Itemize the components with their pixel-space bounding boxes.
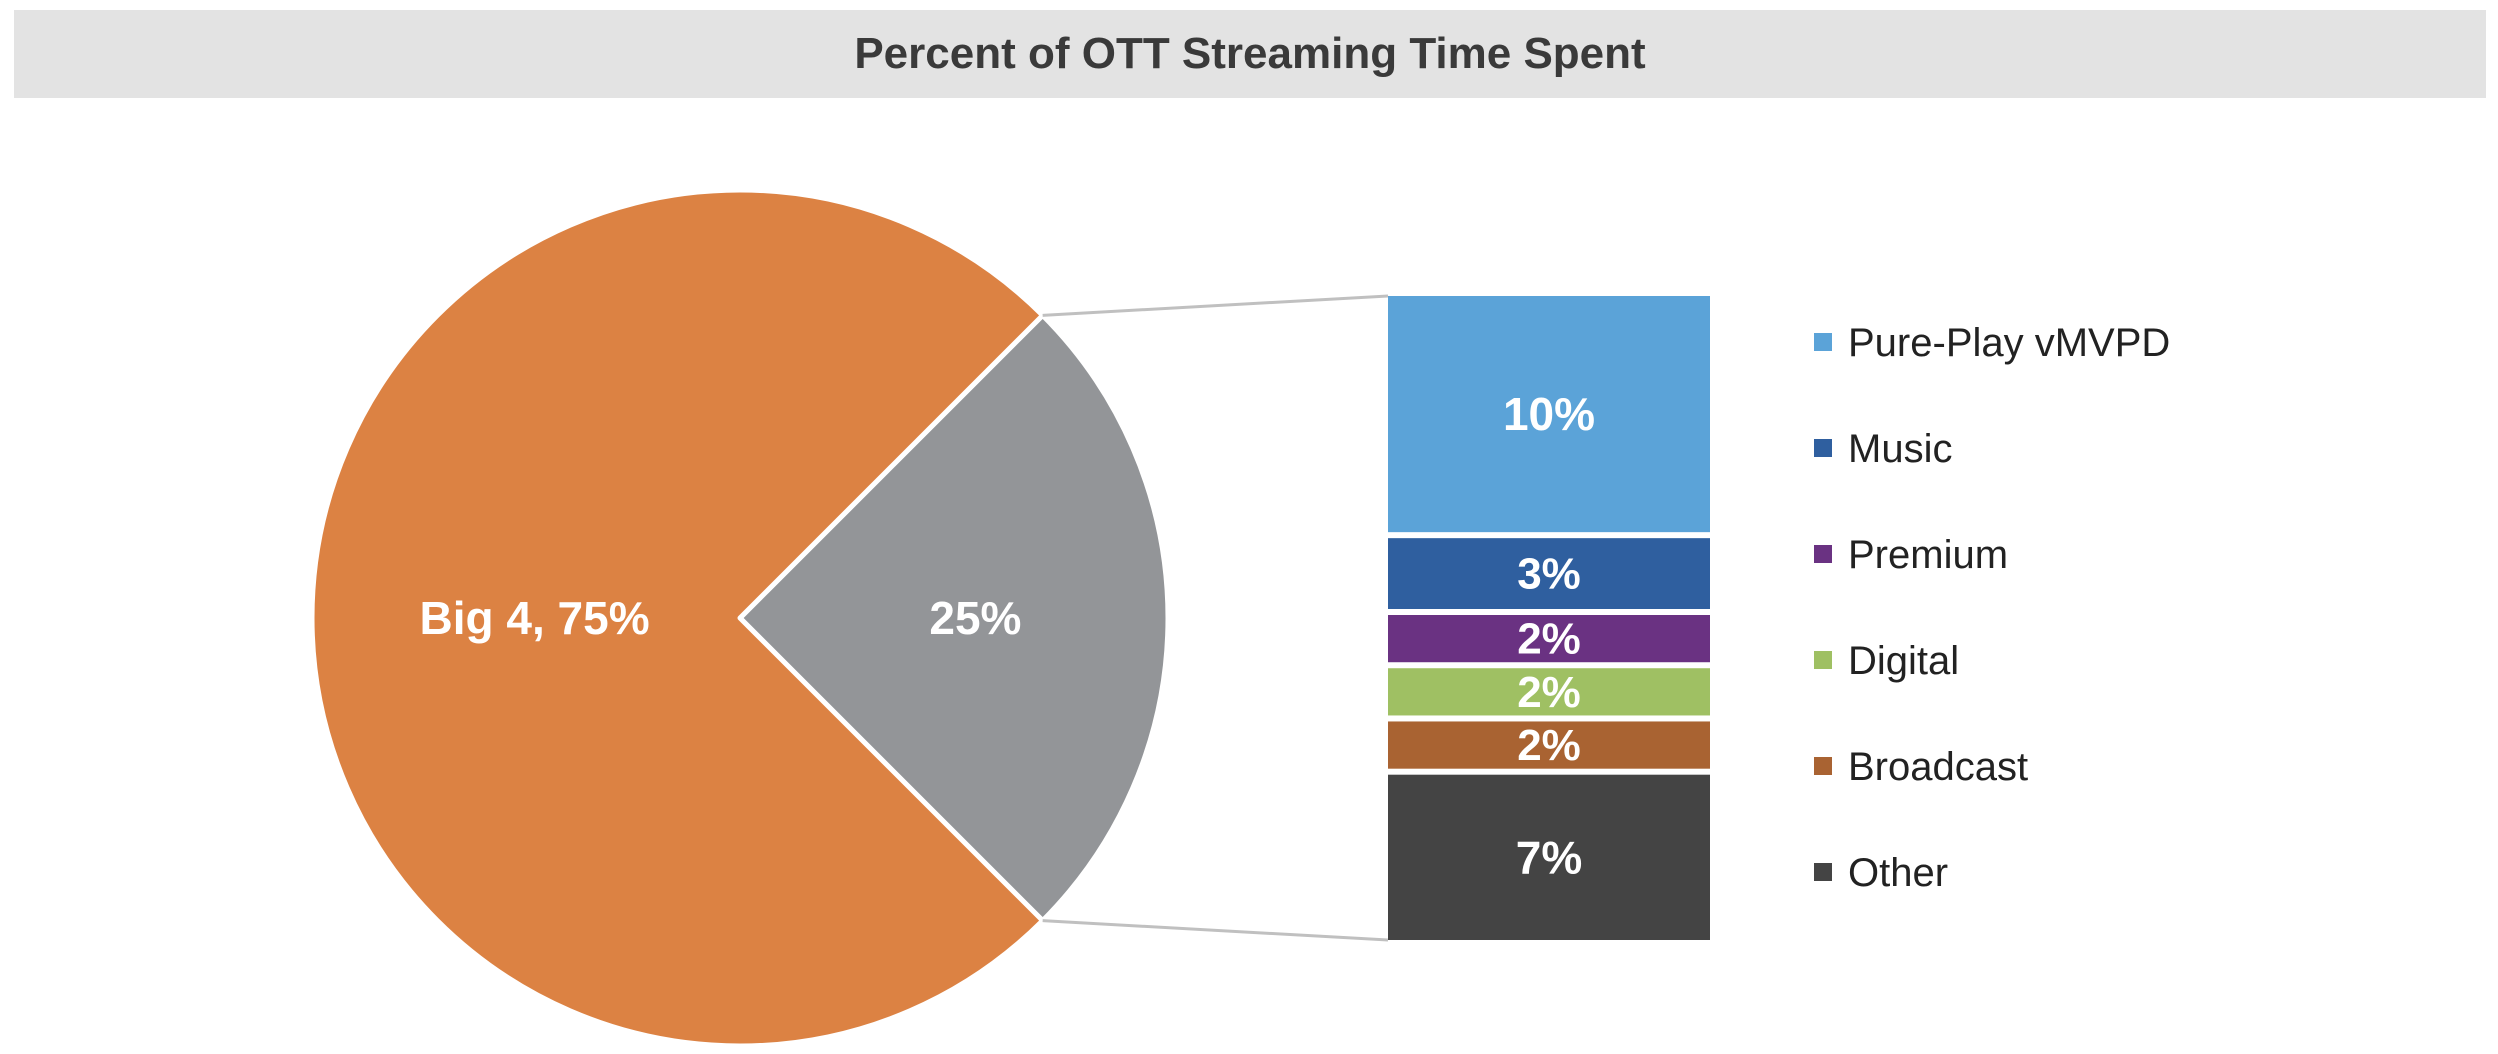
bar-segment-broadcast <box>1388 721 1710 769</box>
legend-swatch-pure-play-vmvpd <box>1814 333 1832 351</box>
legend-swatch-music <box>1814 439 1832 457</box>
bar-segment-digital <box>1388 668 1710 716</box>
legend-label-other: Other <box>1848 851 1948 895</box>
connector-line-top <box>1042 294 1389 317</box>
legend-swatch-broadcast <box>1814 757 1832 775</box>
legend-swatch-other <box>1814 863 1832 881</box>
legend-label-music: Music <box>1848 427 1952 471</box>
pie-label-big-4: Big 4, 75% <box>420 592 650 644</box>
bar-segment-music <box>1388 538 1710 609</box>
bar-segment-other <box>1388 774 1710 940</box>
bar-label-digital: 2% <box>1517 668 1581 717</box>
connector-line-bottom <box>1042 919 1389 942</box>
bar-label-music: 3% <box>1517 550 1581 599</box>
legend-swatch-premium <box>1814 545 1832 563</box>
legend-label-broadcast: Broadcast <box>1848 745 2028 789</box>
bar-label-pure-play-vmvpd: 10% <box>1503 388 1595 440</box>
bar-label-broadcast: 2% <box>1517 721 1581 770</box>
pie-slice-remaining <box>737 312 1171 924</box>
legend-label-pure-play-vmvpd: Pure-Play vMVPD <box>1848 321 2170 365</box>
bar-label-premium: 2% <box>1517 615 1581 664</box>
pie-slice-big-4 <box>309 187 1046 1049</box>
legend-label-premium: Premium <box>1848 533 2008 577</box>
chart-title-bar: Percent of OTT Streaming Time Spent <box>14 10 2486 98</box>
chart-title: Percent of OTT Streaming Time Spent <box>854 29 1646 78</box>
legend-swatch-digital <box>1814 651 1832 669</box>
pie-label-remaining: 25% <box>929 592 1021 644</box>
legend-label-digital: Digital <box>1848 639 1959 683</box>
bar-segment-premium <box>1388 615 1710 663</box>
bar-label-other: 7% <box>1516 831 1582 883</box>
bar-segment-pure-play-vmvpd <box>1388 296 1710 533</box>
